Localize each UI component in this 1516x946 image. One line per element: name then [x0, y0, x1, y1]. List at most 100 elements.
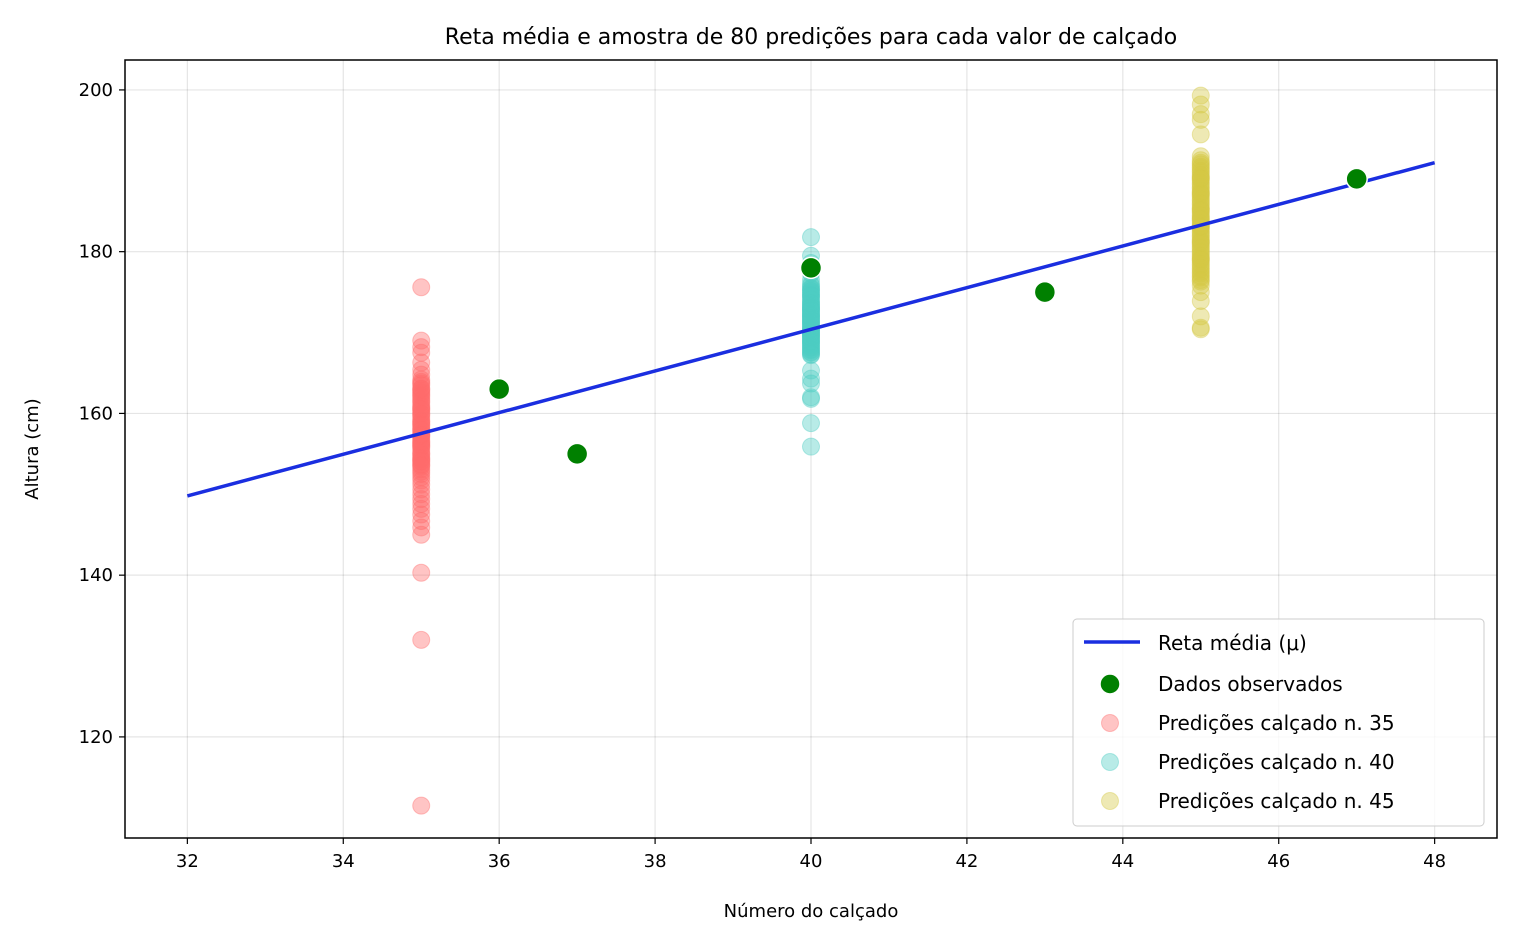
prediction-point-35: [412, 444, 431, 463]
prediction-point-45: [1191, 184, 1210, 203]
prediction-point-35: [412, 563, 431, 582]
prediction-point-35: [412, 360, 431, 379]
prediction-point-40: [802, 388, 820, 407]
prediction-point-35: [412, 443, 431, 462]
prediction-point-45: [1191, 203, 1210, 222]
prediction-point-40: [802, 299, 820, 318]
prediction-point-40: [802, 336, 820, 355]
prediction-point-40: [802, 307, 820, 326]
prediction-point-35: [412, 456, 431, 475]
prediction-point-35: [412, 400, 431, 419]
y-tick-label: 180: [79, 242, 113, 263]
prediction-point-35: [412, 438, 431, 457]
prediction-point-35: [412, 397, 431, 416]
legend-marker-observed: [1099, 673, 1121, 695]
prediction-point-35: [412, 393, 431, 412]
prediction-point-40: [802, 279, 820, 298]
prediction-point-45: [1191, 199, 1210, 218]
prediction-point-40: [802, 285, 820, 304]
legend-label-pred-45: Predições calçado n. 45: [1158, 789, 1395, 813]
prediction-point-40: [802, 305, 820, 324]
prediction-point-40: [802, 302, 820, 321]
prediction-point-45: [1191, 283, 1210, 302]
prediction-point-35: [412, 490, 431, 509]
prediction-point-40: [802, 292, 820, 311]
observed-point: [487, 377, 511, 401]
prediction-point-45: [1191, 318, 1210, 337]
prediction-point-40: [802, 346, 820, 365]
prediction-point-40: [802, 308, 820, 327]
prediction-point-35: [412, 411, 431, 430]
prediction-point-40: [802, 335, 820, 354]
prediction-point-35: [412, 630, 431, 649]
prediction-point-45: [1191, 272, 1210, 291]
prediction-point-45: [1191, 266, 1210, 285]
prediction-point-35: [412, 392, 431, 411]
prediction-point-35: [412, 452, 431, 471]
prediction-point-40: [802, 338, 820, 357]
prediction-point-40: [802, 369, 820, 388]
prediction-point-40: [802, 304, 820, 323]
prediction-point-45: [1191, 173, 1210, 192]
prediction-point-45: [1191, 232, 1210, 251]
prediction-point-45: [1191, 202, 1210, 221]
y-tick-label: 140: [79, 565, 113, 586]
prediction-point-45: [1191, 249, 1210, 268]
prediction-point-45: [1191, 187, 1210, 206]
prediction-point-35: [412, 381, 431, 400]
prediction-point-40: [802, 338, 820, 357]
observed-point: [799, 256, 823, 280]
prediction-point-40: [802, 330, 820, 349]
prediction-point-40: [802, 293, 820, 312]
prediction-point-35: [412, 405, 431, 424]
prediction-point-35: [412, 485, 431, 504]
prediction-point-45: [1191, 238, 1210, 257]
observed-point: [565, 442, 589, 466]
prediction-point-40: [802, 389, 820, 408]
prediction-point-45: [1191, 153, 1210, 172]
prediction-point-35: [412, 462, 431, 481]
legend-marker-pred-40: [1101, 753, 1119, 771]
prediction-point-35: [412, 401, 431, 420]
y-axis-label: Altura (cm): [22, 398, 43, 499]
prediction-point-45: [1191, 169, 1210, 188]
prediction-point-45: [1191, 186, 1210, 205]
x-tick-label: 40: [800, 851, 823, 872]
prediction-point-35: [412, 435, 431, 454]
legend-box: [1072, 618, 1485, 827]
prediction-point-45: [1191, 155, 1210, 174]
prediction-point-45: [1191, 177, 1210, 196]
prediction-point-45: [1191, 179, 1210, 198]
prediction-point-45: [1191, 232, 1210, 251]
prediction-point-45: [1191, 171, 1210, 190]
prediction-point-35: [412, 437, 431, 456]
prediction-point-35: [412, 460, 431, 479]
prediction-point-35: [412, 374, 431, 393]
prediction-point-35: [412, 511, 431, 530]
observed-point: [1033, 280, 1057, 304]
prediction-point-45: [1191, 264, 1210, 283]
legend-label-pred-40: Predições calçado n. 40: [1158, 750, 1395, 774]
prediction-point-45: [1191, 228, 1210, 247]
prediction-point-40: [802, 437, 820, 456]
prediction-point-35: [412, 525, 431, 544]
prediction-point-45: [1191, 276, 1210, 295]
prediction-point-35: [412, 376, 431, 395]
prediction-point-35: [412, 480, 431, 499]
prediction-point-45: [1191, 242, 1210, 261]
plot-area: [186, 86, 1436, 815]
prediction-point-40: [802, 340, 820, 359]
observed-point: [1345, 167, 1368, 191]
legend-label-observed: Dados observados: [1158, 672, 1343, 696]
prediction-point-40: [802, 279, 820, 298]
prediction-point-40: [802, 228, 820, 247]
prediction-point-35: [412, 455, 431, 474]
prediction-point-45: [1191, 125, 1210, 144]
prediction-point-35: [412, 465, 431, 484]
prediction-point-45: [1191, 200, 1210, 219]
legend: Reta média (μ) Dados observados Prediçõe…: [1072, 618, 1485, 827]
prediction-point-45: [1191, 254, 1210, 273]
prediction-point-40: [802, 306, 820, 325]
prediction-point-40: [802, 283, 820, 302]
